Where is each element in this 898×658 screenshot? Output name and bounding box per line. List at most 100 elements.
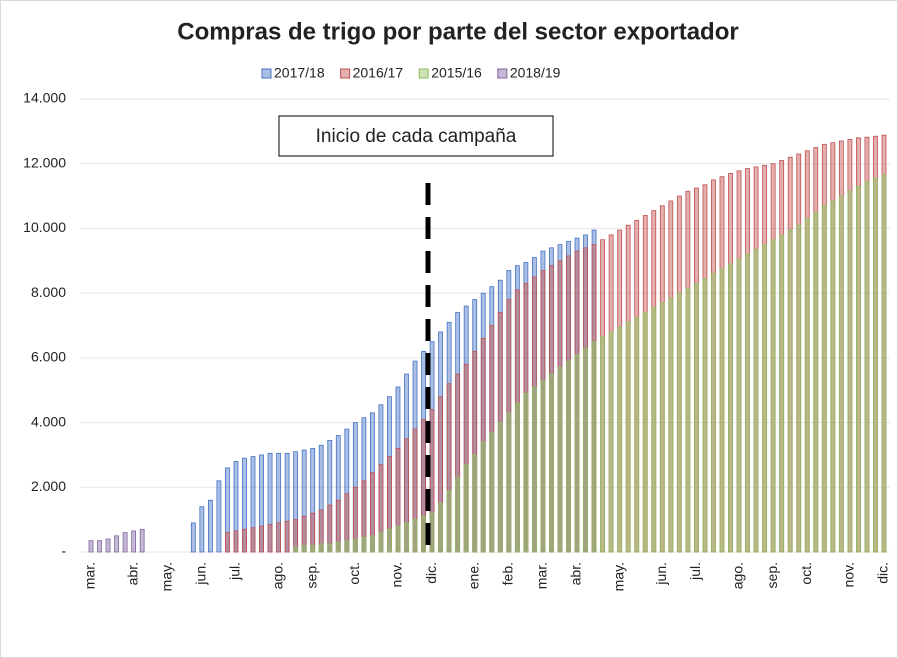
y-tick-label: 2.000	[31, 478, 66, 494]
bar	[276, 522, 281, 553]
bar	[233, 530, 239, 553]
x-tick-label: mar.	[82, 562, 98, 589]
bar	[421, 516, 426, 553]
bar	[600, 336, 606, 553]
bar	[472, 454, 478, 553]
bar	[105, 538, 111, 553]
bar	[719, 268, 725, 553]
bar	[190, 522, 196, 553]
x-tick-label: ago.	[730, 562, 746, 589]
chart-title: Compras de trigo por parte del sector ex…	[177, 18, 738, 45]
bar	[549, 373, 554, 553]
legend-label: 2016/17	[353, 65, 404, 81]
y-tick-label: 12.000	[23, 154, 66, 170]
x-tick-label: jul.	[227, 562, 243, 581]
plot-area: - 2.000 4.000 6.000 8.000 10.000 12.000 14.000 m…	[23, 90, 891, 592]
legend-label: 2017/18	[274, 65, 325, 81]
bar	[506, 412, 512, 553]
x-tick-label: sep.	[764, 562, 780, 588]
y-tick-label: 4.000	[31, 413, 66, 429]
bar	[574, 354, 580, 553]
bar	[310, 545, 316, 553]
bar	[591, 341, 597, 553]
bar	[847, 190, 853, 553]
bar	[267, 524, 273, 553]
bar	[242, 528, 247, 553]
bar	[694, 283, 699, 553]
bar	[352, 538, 358, 553]
bar	[463, 464, 469, 553]
legend: 2017/18 2016/17 2015/16 2018/19	[261, 65, 561, 81]
y-tick-label: -	[61, 543, 66, 559]
bar	[779, 234, 785, 553]
bar	[259, 525, 264, 553]
annotation: Inicio de cada campaña	[316, 126, 517, 147]
bar	[114, 535, 119, 553]
y-tick-label: 10.000	[23, 219, 66, 235]
bar	[796, 224, 802, 553]
bar	[489, 431, 495, 553]
legend-swatch	[497, 68, 508, 79]
bar	[88, 540, 94, 553]
bar	[378, 532, 384, 553]
bar	[583, 347, 588, 553]
bar	[617, 326, 623, 553]
x-tick-label: nov.	[841, 562, 857, 587]
bar	[361, 537, 367, 553]
x-tick-label: dic.	[875, 562, 891, 584]
bar	[97, 540, 102, 553]
bar	[284, 520, 290, 553]
x-tick-label: dic.	[423, 562, 439, 584]
bar	[821, 205, 827, 553]
bar	[745, 253, 750, 553]
bar	[480, 441, 486, 553]
bar	[395, 525, 401, 553]
bar	[335, 541, 341, 553]
x-tick-label: jun.	[193, 562, 209, 586]
bar	[566, 360, 571, 553]
x-tick-label: may.	[610, 562, 626, 591]
legend-label: 2015/16	[431, 65, 482, 81]
bar	[225, 532, 230, 553]
bar	[139, 528, 145, 553]
x-tick-label: oct.	[798, 562, 814, 585]
bar	[787, 229, 793, 553]
x-tick-label: abr.	[568, 562, 584, 585]
bar	[873, 177, 878, 553]
bar	[864, 181, 870, 553]
x-tick-label: abr.	[124, 562, 140, 585]
bar	[804, 218, 810, 553]
bar	[293, 546, 299, 553]
legend-swatch	[418, 68, 429, 79]
bar	[387, 528, 392, 553]
bar	[327, 543, 333, 553]
annotation-box	[278, 115, 554, 157]
bar	[838, 195, 844, 553]
bar	[659, 302, 665, 553]
bar	[455, 477, 461, 553]
bar	[412, 519, 418, 553]
bar	[676, 292, 682, 553]
bar	[446, 490, 452, 553]
x-tick-label: jul.	[687, 562, 703, 581]
x-tick-label: mar.	[534, 562, 550, 589]
bar	[557, 367, 563, 553]
x-tick-label: feb.	[500, 562, 516, 585]
bar	[540, 380, 546, 553]
legend-swatch	[261, 68, 272, 79]
bar	[250, 527, 256, 553]
bar	[685, 287, 691, 553]
bar	[131, 530, 137, 553]
bar	[634, 317, 640, 553]
bar	[770, 239, 776, 553]
bar	[711, 273, 716, 553]
bar	[881, 174, 887, 553]
bar	[344, 540, 350, 553]
bar	[514, 402, 520, 553]
bar	[642, 312, 648, 553]
y-tick-label: 8.000	[31, 284, 66, 300]
bar	[728, 263, 733, 553]
x-tick-label: jun.	[653, 562, 669, 586]
